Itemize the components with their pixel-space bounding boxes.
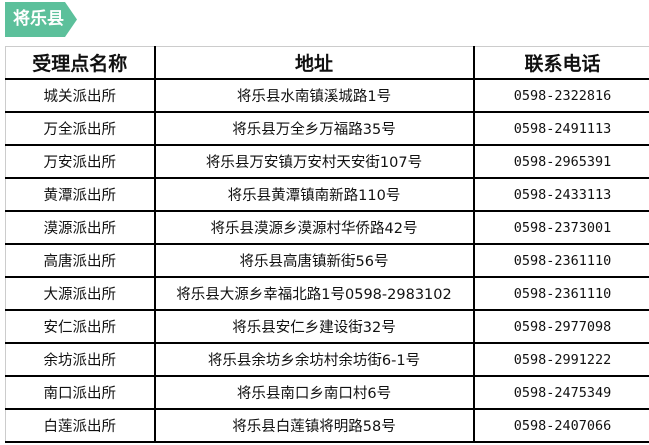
- table-row: 大源派出所 将乐县大源乡幸福北路1号0598-2983102 0598-236111…: [5, 277, 649, 311]
- station-name-cell: 万全派出所: [5, 112, 155, 146]
- station-name-cell: 余坊派出所: [5, 343, 155, 377]
- header-station-name: 受理点名称: [5, 46, 155, 80]
- phone-cell: 0598-2361110: [472, 277, 649, 311]
- station-name-cell: 高唐派出所: [5, 244, 155, 278]
- table-row: 安仁派出所 将乐县安仁乡建设街32号 0598-2977098: [5, 310, 649, 344]
- table-row: 万全派出所 将乐县万全乡万福路35号 0598-2491113: [5, 112, 649, 146]
- phone-cell: 0598-2322816: [472, 79, 649, 113]
- table-row: 黄潭派出所 将乐县黄潭镇南新路110号 0598-2433113: [5, 178, 649, 212]
- table-header-row: 受理点名称 地址 联系电话: [5, 46, 649, 80]
- station-name-cell: 大源派出所: [5, 277, 155, 311]
- table-row: 万安派出所 将乐县万安镇万安村天安街107号 0598-2965391: [5, 145, 649, 179]
- address-cell: 将乐县漠源乡漠源村华侨路42号: [153, 211, 474, 245]
- phone-cell: 0598-2407066: [472, 409, 649, 443]
- address-cell: 将乐县万安镇万安村天安街107号: [153, 145, 474, 179]
- header-address: 地址: [153, 46, 474, 80]
- table-row: 高唐派出所 将乐县高唐镇新街56号 0598-2361110: [5, 244, 649, 278]
- station-name-cell: 城关派出所: [5, 79, 155, 113]
- phone-cell: 0598-2433113: [472, 178, 649, 212]
- station-name-cell: 南口派出所: [5, 376, 155, 410]
- station-name-cell: 黄潭派出所: [5, 178, 155, 212]
- police-station-table: 受理点名称 地址 联系电话 城关派出所 将乐县水南镇溪城路1号 0598-23228…: [5, 46, 649, 443]
- table-row: 城关派出所 将乐县水南镇溪城路1号 0598-2322816: [5, 79, 649, 113]
- station-name-cell: 万安派出所: [5, 145, 155, 179]
- station-name-cell: 漠源派出所: [5, 211, 155, 245]
- station-name-cell: 白莲派出所: [5, 409, 155, 443]
- station-name-cell: 安仁派出所: [5, 310, 155, 344]
- address-cell: 将乐县高唐镇新街56号: [153, 244, 474, 278]
- header-phone: 联系电话: [472, 46, 649, 80]
- table-row: 白莲派出所 将乐县白莲镇将明路58号 0598-2407066: [5, 409, 649, 443]
- address-cell: 将乐县余坊乡余坊村余坊街6-1号: [153, 343, 474, 377]
- address-cell: 将乐县安仁乡建设街32号: [153, 310, 474, 344]
- table-row: 漠源派出所 将乐县漠源乡漠源村华侨路42号 0598-2373001: [5, 211, 649, 245]
- phone-cell: 0598-2965391: [472, 145, 649, 179]
- phone-cell: 0598-2491113: [472, 112, 649, 146]
- address-cell: 将乐县万全乡万福路35号: [153, 112, 474, 146]
- region-tag: 将乐县: [5, 2, 77, 37]
- phone-cell: 0598-2373001: [472, 211, 649, 245]
- phone-cell: 0598-2361110: [472, 244, 649, 278]
- phone-cell: 0598-2991222: [472, 343, 649, 377]
- phone-cell: 0598-2475349: [472, 376, 649, 410]
- address-cell: 将乐县水南镇溪城路1号: [153, 79, 474, 113]
- phone-cell: 0598-2977098: [472, 310, 649, 344]
- address-cell: 将乐县白莲镇将明路58号: [153, 409, 474, 443]
- table-row: 余坊派出所 将乐县余坊乡余坊村余坊街6-1号 0598-2991222: [5, 343, 649, 377]
- address-cell: 将乐县南口乡南口村6号: [153, 376, 474, 410]
- table-row: 南口派出所 将乐县南口乡南口村6号 0598-2475349: [5, 376, 649, 410]
- address-cell: 将乐县大源乡幸福北路1号0598-2983102: [153, 277, 474, 311]
- address-cell: 将乐县黄潭镇南新路110号: [153, 178, 474, 212]
